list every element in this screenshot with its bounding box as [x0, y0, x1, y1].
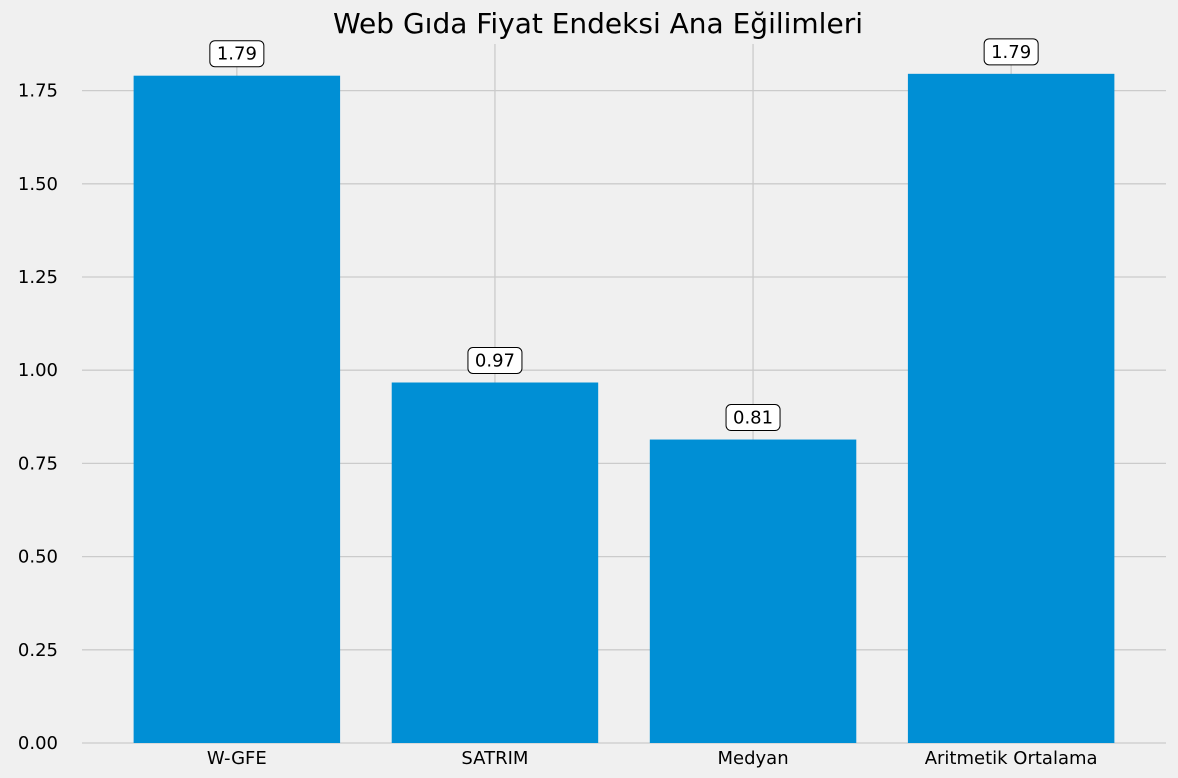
y-tick-label: 0.75	[18, 453, 58, 474]
y-tick-label: 1.25	[18, 267, 58, 288]
data-labels: 1.79 0.97 0.81 1.79	[209, 38, 1039, 432]
y-tick-label: 0.00	[18, 733, 58, 754]
chart-title: Web Gıda Fiyat Endeksi Ana Eğilimleri	[333, 7, 863, 40]
data-label-box	[725, 404, 781, 432]
x-tick-label: W-GFE	[207, 748, 267, 769]
bar	[391, 382, 599, 743]
data-label: 0.81	[733, 408, 773, 429]
bars	[133, 73, 1115, 744]
y-tick-label: 0.25	[18, 640, 58, 661]
data-label: 0.97	[475, 351, 515, 372]
y-tick-label: 0.50	[18, 547, 58, 568]
y-tick-label: 1.00	[18, 360, 58, 381]
bar	[133, 75, 341, 744]
data-label-box	[983, 38, 1039, 66]
data-label-box	[209, 40, 265, 68]
bar	[649, 439, 857, 743]
y-tick-label: 1.75	[18, 81, 58, 102]
bar	[907, 73, 1115, 744]
x-tick-label: SATRIM	[461, 748, 528, 769]
x-tick-label: Aritmetik Ortalama	[925, 748, 1098, 769]
y-axis-ticks: 0.00 0.25 0.50 0.75 1.00 1.25 1.50 1.75	[18, 81, 58, 754]
data-label: 1.79	[991, 42, 1031, 63]
data-label-box	[467, 347, 523, 375]
data-label: 1.79	[217, 44, 257, 65]
y-tick-label: 1.50	[18, 174, 58, 195]
x-axis-ticks: W-GFE SATRIM Medyan Aritmetik Ortalama	[207, 748, 1098, 769]
x-tick-label: Medyan	[717, 748, 788, 769]
